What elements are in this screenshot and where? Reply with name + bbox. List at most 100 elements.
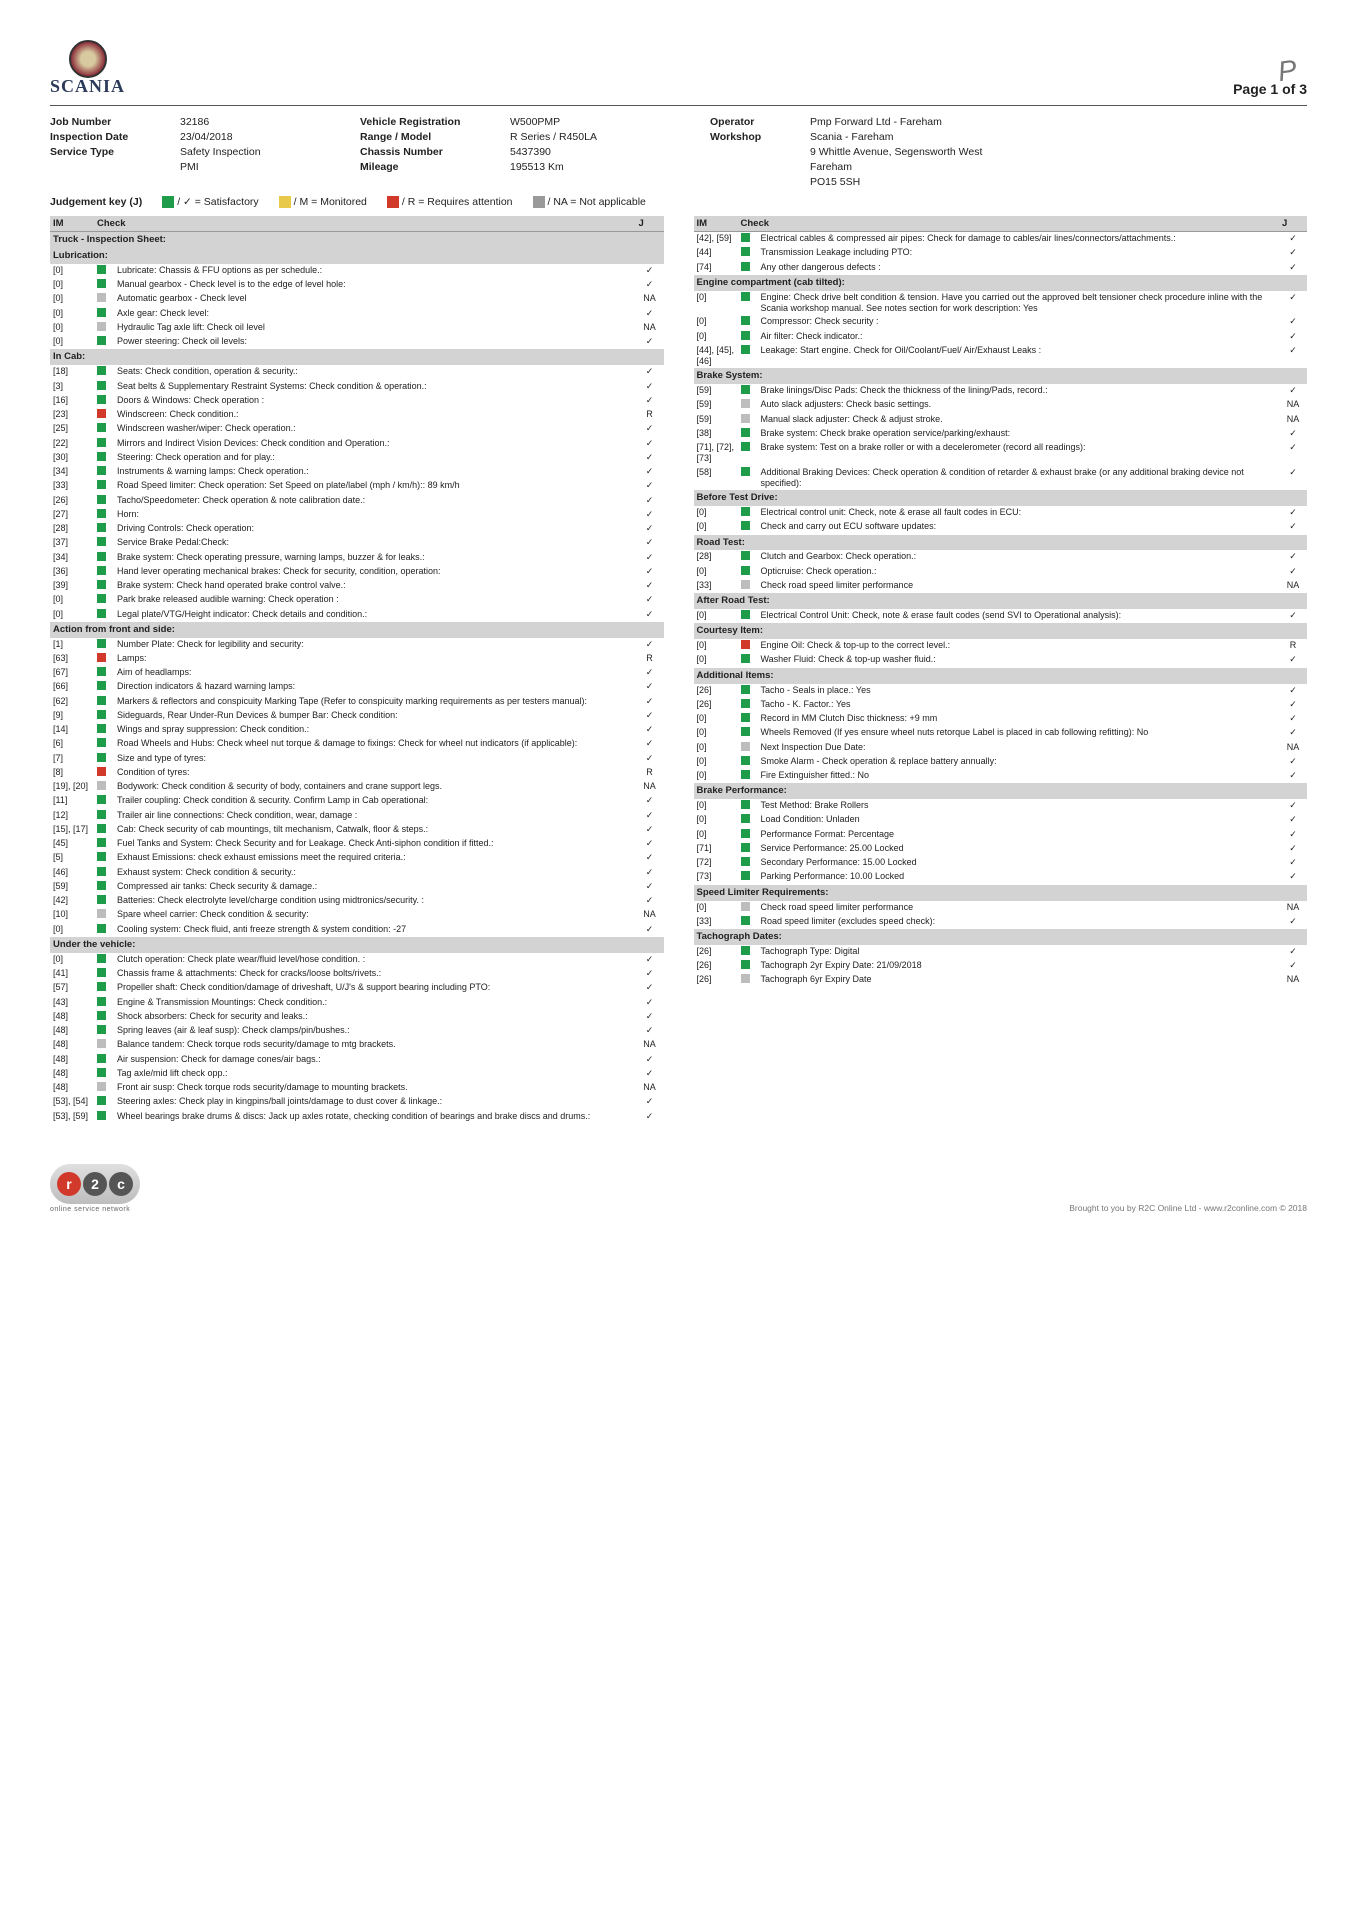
im-ref: [0]: [50, 292, 94, 306]
judgement-value: ✓: [636, 794, 664, 808]
check-row: [59]Compressed air tanks: Check security…: [50, 880, 664, 894]
section-header-row: Tachograph Dates:: [694, 929, 1308, 945]
swatch-cell: [94, 408, 114, 422]
im-ref: [42]: [50, 894, 94, 908]
check-text: Tacho - Seals in place.: Yes: [758, 684, 1280, 698]
check-row: [67]Aim of headlamps:✓: [50, 666, 664, 680]
check-text: Opticruise: Check operation.:: [758, 565, 1280, 579]
check-row: [71], [72], [73]Brake system: Test on a …: [694, 441, 1308, 466]
swatch-cell: [94, 981, 114, 995]
check-text: Leakage: Start engine. Check for Oil/Coo…: [758, 344, 1280, 369]
right-check-table: IM Check J [42], [59]Electrical cables &…: [694, 216, 1308, 988]
judgement-value: ✓: [1279, 769, 1307, 783]
check-text: Balance tandem: Check torque rods securi…: [114, 1038, 636, 1052]
info-label: Chassis Number: [360, 146, 510, 158]
im-ref: [8]: [50, 766, 94, 780]
status-swatch-icon: [97, 810, 106, 819]
im-ref: [33]: [50, 479, 94, 493]
im-ref: [26]: [694, 973, 738, 987]
im-ref: [0]: [694, 712, 738, 726]
page-footer: r2c online service network Brought to yo…: [50, 1164, 1307, 1213]
status-swatch-icon: [97, 909, 106, 918]
status-swatch-icon: [741, 814, 750, 823]
im-ref: [33]: [694, 579, 738, 593]
status-swatch-icon: [97, 1082, 106, 1091]
check-text: Chassis frame & attachments: Check for c…: [114, 967, 636, 981]
swatch-cell: [94, 1095, 114, 1109]
judgement-value: ✓: [1279, 856, 1307, 870]
swatch-cell: [94, 321, 114, 335]
info-label: [360, 176, 510, 188]
check-row: [36]Hand lever operating mechanical brak…: [50, 565, 664, 579]
judgement-value: ✓: [1279, 565, 1307, 579]
check-text: Instruments & warning lamps: Check opera…: [114, 465, 636, 479]
info-label: Job Number: [50, 116, 180, 128]
im-ref: [62]: [50, 695, 94, 709]
swatch-cell: [94, 823, 114, 837]
check-row: [34]Instruments & warning lamps: Check o…: [50, 465, 664, 479]
info-value: W500PMP: [510, 116, 710, 128]
check-text: Load Condition: Unladen: [758, 813, 1280, 827]
judgement-value: ✓: [636, 579, 664, 593]
judgement-value: ✓: [636, 494, 664, 508]
judgement-value: ✓: [1279, 232, 1307, 247]
status-swatch-icon: [97, 781, 106, 790]
swatch-cell: [94, 695, 114, 709]
im-ref: [44], [45], [46]: [694, 344, 738, 369]
swatch-cell: [94, 536, 114, 550]
judgement-value: ✓: [636, 593, 664, 607]
check-row: [7]Size and type of tyres:✓: [50, 752, 664, 766]
check-row: [53], [54]Steering axles: Check play in …: [50, 1095, 664, 1109]
judgement-value: ✓: [636, 837, 664, 851]
check-text: Road Wheels and Hubs: Check wheel nut to…: [114, 737, 636, 751]
check-row: [19], [20]Bodywork: Check condition & se…: [50, 780, 664, 794]
status-swatch-icon: [97, 881, 106, 890]
status-swatch-icon: [741, 428, 750, 437]
im-ref: [26]: [694, 945, 738, 959]
status-swatch-icon: [741, 610, 750, 619]
im-ref: [0]: [694, 520, 738, 534]
swatch-cell: [738, 261, 758, 275]
status-swatch-icon: [741, 467, 750, 476]
swatch-cell: [94, 508, 114, 522]
status-swatch-icon: [741, 654, 750, 663]
check-row: [0]Manual gearbox - Check level is to th…: [50, 278, 664, 292]
judgement-value: ✓: [1279, 520, 1307, 534]
info-label: [50, 161, 180, 173]
status-swatch-icon: [97, 867, 106, 876]
swatch-cell: [738, 398, 758, 412]
swatch-cell: [738, 550, 758, 564]
check-text: Size and type of tyres:: [114, 752, 636, 766]
check-row: [3]Seat belts & Supplementary Restraint …: [50, 380, 664, 394]
im-ref: [0]: [50, 608, 94, 622]
th-im: IM: [694, 216, 738, 232]
section-header-row: Road Test:: [694, 535, 1308, 551]
info-label: Mileage: [360, 161, 510, 173]
status-swatch-icon: [97, 968, 106, 977]
swatch-cell: [738, 565, 758, 579]
judgement-value: NA: [636, 321, 664, 335]
swatch-cell: [738, 520, 758, 534]
judgement-value: ✓: [1279, 441, 1307, 466]
info-value: PMI: [180, 161, 360, 173]
judgement-value: ✓: [1279, 466, 1307, 491]
im-ref: [72]: [694, 856, 738, 870]
section-header-row: Lubrication:: [50, 248, 664, 264]
im-ref: [45]: [50, 837, 94, 851]
check-row: [28]Driving Controls: Check operation:✓: [50, 522, 664, 536]
im-ref: [25]: [50, 422, 94, 436]
check-text: Manual gearbox - Check level is to the e…: [114, 278, 636, 292]
check-row: [42]Batteries: Check electrolyte level/c…: [50, 894, 664, 908]
check-row: [0]Hydraulic Tag axle lift: Check oil le…: [50, 321, 664, 335]
im-ref: [67]: [50, 666, 94, 680]
im-ref: [71]: [694, 842, 738, 856]
info-label: Vehicle Registration: [360, 116, 510, 128]
swatch-cell: [94, 394, 114, 408]
swatch-cell: [94, 292, 114, 306]
section-header-row: Courtesy Item:: [694, 623, 1308, 639]
check-row: [0]Compressor: Check security :✓: [694, 315, 1308, 329]
im-ref: [44]: [694, 246, 738, 260]
im-ref: [0]: [694, 565, 738, 579]
check-row: [6]Road Wheels and Hubs: Check wheel nut…: [50, 737, 664, 751]
check-text: Tachograph Type: Digital: [758, 945, 1280, 959]
